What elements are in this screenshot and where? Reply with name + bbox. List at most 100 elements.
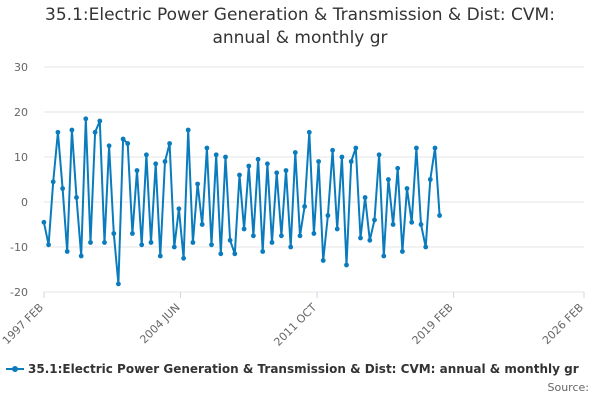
data-point[interactable]	[55, 129, 61, 135]
data-point[interactable]	[372, 217, 377, 223]
data-point[interactable]	[148, 240, 154, 245]
data-point[interactable]	[223, 154, 228, 160]
data-point[interactable]	[423, 244, 429, 250]
data-point[interactable]	[390, 222, 396, 227]
data-point[interactable]	[395, 165, 401, 171]
data-point[interactable]	[88, 240, 93, 245]
data-point[interactable]	[157, 253, 163, 259]
data-point[interactable]	[246, 163, 252, 169]
data-point[interactable]	[241, 226, 247, 232]
data-point[interactable]	[111, 231, 117, 236]
data-point[interactable]	[260, 249, 266, 254]
data-point[interactable]	[269, 240, 275, 245]
data-point[interactable]	[209, 242, 214, 248]
data-point[interactable]	[162, 159, 168, 164]
data-point[interactable]	[283, 168, 289, 173]
data-point[interactable]	[102, 240, 107, 245]
data-point[interactable]	[50, 179, 56, 185]
data-point[interactable]	[353, 145, 359, 151]
data-point[interactable]	[376, 152, 382, 158]
data-point[interactable]	[386, 177, 391, 182]
data-point[interactable]	[195, 181, 201, 187]
data-point[interactable]	[427, 177, 433, 182]
x-tick-label: 2011 OCT	[271, 301, 319, 349]
data-point[interactable]	[218, 251, 224, 257]
y-tick-label: 20	[14, 106, 28, 119]
data-point[interactable]	[404, 186, 410, 191]
data-point[interactable]	[432, 145, 438, 151]
data-point[interactable]	[255, 156, 261, 162]
data-point[interactable]	[130, 231, 135, 236]
data-point[interactable]	[92, 129, 98, 135]
data-point[interactable]	[41, 219, 47, 225]
data-point[interactable]	[237, 172, 242, 178]
data-point[interactable]	[153, 161, 159, 167]
data-point[interactable]	[251, 233, 256, 239]
chart-title-line-1: 35.1:Electric Power Generation & Transmi…	[45, 5, 555, 25]
series-line[interactable]	[42, 117, 441, 285]
data-point[interactable]	[367, 237, 373, 243]
data-point[interactable]	[292, 150, 298, 155]
data-point[interactable]	[144, 152, 149, 158]
data-point[interactable]	[139, 242, 145, 248]
data-point[interactable]	[97, 118, 103, 124]
data-point[interactable]	[116, 281, 121, 287]
chart-title: 35.1:Electric Power Generation & Transmi…	[0, 4, 600, 50]
x-tick-label: 2019 FEB	[410, 301, 456, 347]
data-point[interactable]	[181, 255, 187, 261]
plot-area	[41, 116, 442, 287]
data-point[interactable]	[190, 240, 196, 245]
data-point[interactable]	[204, 145, 210, 151]
data-point[interactable]	[344, 262, 349, 268]
data-point[interactable]	[330, 147, 335, 153]
data-point[interactable]	[213, 152, 219, 158]
data-point[interactable]	[106, 143, 112, 149]
source-label: Source:	[547, 381, 590, 394]
data-point[interactable]	[306, 129, 312, 135]
grid-lines	[44, 66, 584, 293]
data-point[interactable]	[78, 253, 84, 259]
data-point[interactable]	[74, 195, 79, 200]
data-point[interactable]	[227, 237, 233, 243]
data-point[interactable]	[64, 249, 70, 254]
data-point[interactable]	[418, 222, 424, 227]
data-point[interactable]	[120, 136, 126, 142]
data-point[interactable]	[274, 170, 280, 176]
data-point[interactable]	[232, 251, 238, 257]
data-point[interactable]	[125, 141, 131, 146]
data-point[interactable]	[265, 161, 270, 167]
data-point[interactable]	[69, 127, 75, 133]
data-point[interactable]	[358, 235, 363, 241]
data-point[interactable]	[348, 159, 354, 164]
data-point[interactable]	[339, 154, 345, 160]
legend-line-marker-icon	[6, 365, 24, 373]
data-point[interactable]	[316, 159, 321, 164]
y-tick-labels: -20 -10 0 10 20 30	[10, 61, 28, 299]
data-point[interactable]	[409, 219, 415, 225]
data-point[interactable]	[302, 204, 307, 209]
data-point[interactable]	[199, 222, 205, 227]
data-point[interactable]	[334, 226, 340, 232]
data-point[interactable]	[288, 244, 294, 250]
data-point[interactable]	[46, 242, 51, 248]
data-point[interactable]	[185, 127, 191, 133]
data-point[interactable]	[320, 258, 326, 263]
data-point[interactable]	[134, 168, 140, 173]
legend[interactable]: 35.1:Electric Power Generation & Transmi…	[6, 362, 579, 376]
data-point[interactable]	[325, 213, 331, 218]
data-point[interactable]	[381, 253, 387, 259]
data-point[interactable]	[437, 213, 442, 218]
data-point[interactable]	[171, 244, 177, 250]
data-point[interactable]	[83, 116, 89, 122]
chart-title-line-2: annual & monthly gr	[212, 28, 388, 48]
data-point[interactable]	[400, 249, 405, 254]
data-point[interactable]	[362, 195, 368, 200]
data-point[interactable]	[279, 233, 284, 239]
data-point[interactable]	[414, 145, 419, 151]
data-point[interactable]	[167, 141, 173, 146]
data-point[interactable]	[311, 231, 317, 236]
y-tick-label: -20	[10, 286, 28, 299]
data-point[interactable]	[297, 233, 303, 239]
data-point[interactable]	[176, 206, 182, 212]
data-point[interactable]	[60, 186, 65, 191]
